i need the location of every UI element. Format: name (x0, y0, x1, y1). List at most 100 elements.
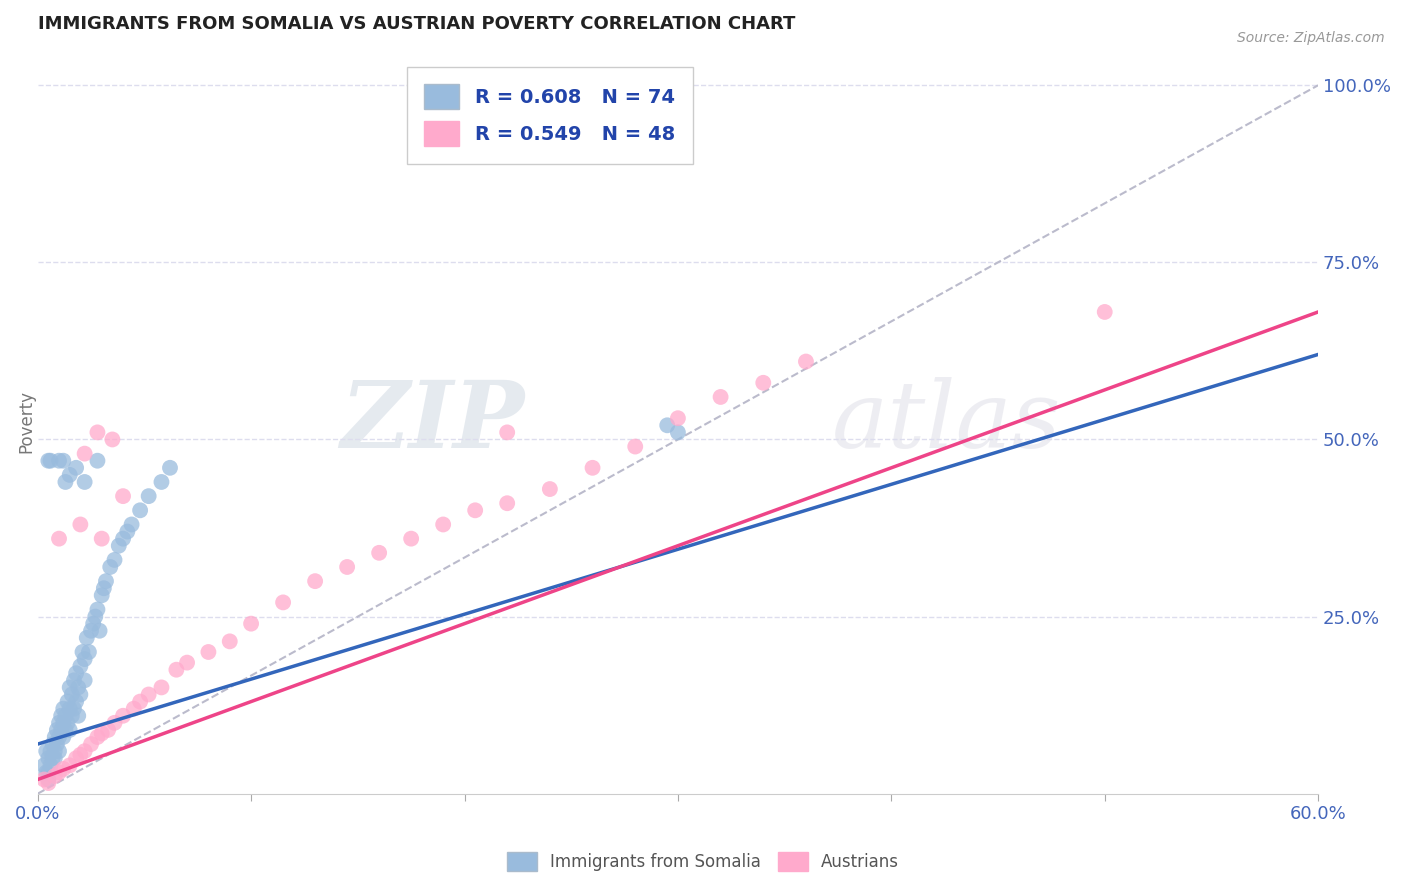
Point (97, 723, 120, 737)
Point (65, 695, 87, 709)
Point (73, 744, 96, 758)
Point (86, 730, 108, 744)
Point (48, 744, 70, 758)
Point (48, 715, 70, 730)
Point (399, 532, 422, 546)
Point (150, 475, 173, 489)
Point (538, 482, 561, 496)
Point (624, 440, 647, 454)
Point (657, 418, 679, 433)
Point (45, 737, 67, 751)
Point (117, 524, 139, 539)
Point (44, 751, 66, 765)
Point (37, 751, 59, 765)
Point (41, 737, 63, 751)
Point (44, 769, 66, 783)
Point (90, 726, 112, 740)
Point (138, 489, 160, 503)
Point (69, 747, 91, 762)
Text: atlas: atlas (831, 376, 1062, 467)
Point (55, 475, 77, 489)
Point (112, 708, 135, 723)
Point (84, 609, 107, 624)
Legend: R = 0.608   N = 74, R = 0.549   N = 48: R = 0.608 N = 74, R = 0.549 N = 48 (406, 67, 693, 163)
Point (63, 673, 86, 688)
Text: ZIP: ZIP (340, 376, 524, 467)
Point (129, 695, 152, 709)
Point (52, 453, 75, 467)
Point (176, 656, 198, 670)
Point (60, 688, 83, 702)
Point (1094, 305, 1116, 319)
Point (496, 425, 519, 440)
Point (165, 663, 187, 677)
Point (37, 776, 59, 790)
Point (73, 447, 96, 461)
Point (52, 715, 75, 730)
Point (77, 645, 100, 659)
Y-axis label: Poverty: Poverty (18, 391, 35, 453)
Point (581, 460, 603, 475)
Point (103, 715, 125, 730)
Point (98, 560, 121, 574)
Point (67, 681, 90, 695)
Legend: Immigrants from Somalia, Austrians: Immigrants from Somalia, Austrians (499, 843, 907, 880)
Point (39, 744, 62, 758)
Point (52, 701, 75, 715)
Point (101, 433, 124, 447)
Point (464, 503, 486, 517)
Point (93, 581, 115, 595)
Point (51, 708, 73, 723)
Point (90, 532, 112, 546)
Point (69, 659, 91, 673)
Point (150, 681, 173, 695)
Point (80, 737, 103, 751)
Point (37, 453, 59, 467)
Point (65, 751, 87, 765)
Point (32, 772, 55, 787)
Point (39, 758, 62, 772)
Point (121, 517, 143, 532)
Point (69, 688, 91, 702)
Point (122, 701, 145, 715)
Point (59, 701, 82, 715)
Point (86, 425, 108, 440)
Point (86, 453, 108, 467)
Point (666, 411, 689, 425)
Point (52, 730, 75, 744)
Point (45, 723, 67, 737)
Point (86, 602, 108, 616)
Point (103, 553, 125, 567)
Point (666, 425, 689, 440)
Point (59, 467, 82, 482)
Point (304, 574, 326, 589)
Point (63, 701, 86, 715)
Point (69, 517, 91, 532)
Point (65, 666, 87, 681)
Point (41, 751, 63, 765)
Point (368, 546, 391, 560)
Point (44, 744, 66, 758)
Point (112, 489, 135, 503)
Point (129, 503, 152, 517)
Point (218, 634, 240, 648)
Text: Source: ZipAtlas.com: Source: ZipAtlas.com (1237, 31, 1385, 45)
Point (240, 616, 263, 631)
Point (48, 765, 70, 780)
Point (80, 624, 103, 638)
Point (65, 460, 87, 475)
Point (55, 723, 77, 737)
Point (35, 744, 58, 758)
Point (55, 708, 77, 723)
Point (107, 539, 129, 553)
Point (48, 730, 70, 744)
Point (59, 758, 82, 772)
Point (94, 574, 117, 589)
Point (710, 390, 733, 404)
Point (39, 453, 62, 467)
Point (159, 460, 181, 475)
Point (432, 517, 454, 532)
Point (336, 560, 359, 574)
Point (60, 708, 83, 723)
Point (197, 645, 219, 659)
